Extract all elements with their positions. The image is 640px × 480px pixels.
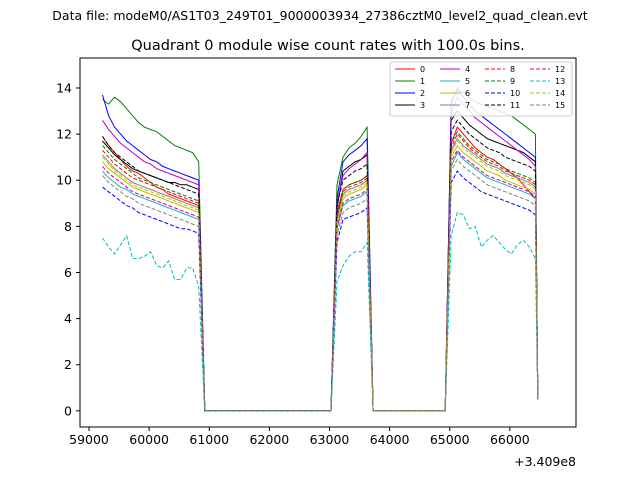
series-line-8 xyxy=(103,134,538,411)
legend-label-9: 9 xyxy=(510,77,515,86)
series-line-7 xyxy=(103,139,538,411)
x-tick-label: 59000 xyxy=(69,432,109,447)
y-tick-label: 0 xyxy=(64,403,72,418)
y-tick-label: 4 xyxy=(64,311,72,326)
y-tick-label: 10 xyxy=(56,173,72,188)
x-tick-label: 61000 xyxy=(189,432,229,447)
legend-label-8: 8 xyxy=(510,65,515,74)
y-tick-label: 2 xyxy=(64,357,72,372)
y-tick-label: 12 xyxy=(56,127,72,142)
series-line-15 xyxy=(103,160,538,411)
legend-label-2: 2 xyxy=(420,89,425,98)
legend-label-6: 6 xyxy=(465,89,470,98)
series-line-13 xyxy=(103,213,538,411)
legend-label-13: 13 xyxy=(555,77,565,86)
legend-label-15: 15 xyxy=(555,101,565,110)
y-tick-label: 8 xyxy=(64,219,72,234)
y-tick-label: 14 xyxy=(56,80,72,95)
series-line-6 xyxy=(103,146,538,411)
legend-label-10: 10 xyxy=(510,89,520,98)
series-line-10 xyxy=(103,171,538,411)
legend-label-5: 5 xyxy=(465,77,470,86)
legend-label-3: 3 xyxy=(420,101,425,110)
x-tick-label: 60000 xyxy=(129,432,169,447)
count-rate-chart: Data file: modeM0/AS1T03_249T01_90000039… xyxy=(0,0,640,480)
series-line-0 xyxy=(103,127,538,411)
legend-label-11: 11 xyxy=(510,101,520,110)
y-axis: 0 2 4 6 8 10 12 14 xyxy=(56,80,80,418)
legend-box xyxy=(390,62,572,116)
x-tick-label: 63000 xyxy=(310,432,350,447)
legend-label-12: 12 xyxy=(555,65,565,74)
x-tick-label: 65000 xyxy=(430,432,470,447)
legend-label-7: 7 xyxy=(465,101,470,110)
x-tick-label: 64000 xyxy=(370,432,410,447)
series-line-3 xyxy=(103,111,538,411)
x-offset-label: +3.409e8 xyxy=(514,454,576,469)
chart-title: Quadrant 0 module wise count rates with … xyxy=(131,38,525,54)
figure-suptitle: Data file: modeM0/AS1T03_249T01_90000039… xyxy=(52,8,587,23)
legend-label-14: 14 xyxy=(555,89,565,98)
x-tick-label: 66000 xyxy=(490,432,530,447)
x-axis: 59000 60000 61000 62000 63000 64000 65000 66000 xyxy=(69,427,530,447)
legend-label-0: 0 xyxy=(420,65,425,74)
x-tick-label: 62000 xyxy=(249,432,289,447)
series-line-1 xyxy=(103,90,538,411)
legend-label-1: 1 xyxy=(420,77,425,86)
y-tick-label: 6 xyxy=(64,265,72,280)
legend-label-4: 4 xyxy=(465,65,470,74)
series-line-14 xyxy=(103,141,538,411)
